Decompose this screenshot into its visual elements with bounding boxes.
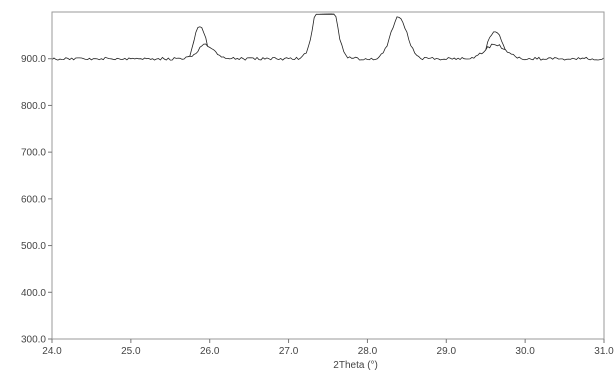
x-tick-label: 26.0 (200, 346, 220, 357)
x-tick-label: 24.0 (42, 346, 62, 357)
y-tick-label: 900.0 (21, 54, 46, 65)
trace-group (51, 13, 605, 340)
y-tick-label: 700.0 (21, 148, 46, 159)
y-axis: 300.0 400.0 500.0 600.0 700.0 800.0 900.0 (21, 54, 52, 346)
x-axis: 24.0 25.0 26.0 27.0 28.0 29.0 30.0 31.0 (42, 339, 614, 357)
y-tick-label: 500.0 (21, 241, 46, 252)
y-tick-label: 600.0 (21, 194, 46, 205)
x-tick-label: 25.0 (121, 346, 141, 357)
trace-occlusion (52, 14, 604, 340)
y-tick-label: 300.0 (21, 335, 46, 346)
trace-line (51, 13, 605, 61)
y-tick-label: 400.0 (21, 288, 46, 299)
plot-frame (51, 11, 605, 340)
x-tick-label: 27.0 (279, 346, 299, 357)
x-tick-label: 31.0 (594, 346, 614, 357)
x-tick-label: 28.0 (358, 346, 378, 357)
y-tick-label: 800.0 (21, 101, 46, 112)
x-axis-label: 2Theta (°) (333, 360, 378, 371)
x-tick-label: 29.0 (437, 346, 457, 357)
x-tick-label: 30.0 (515, 346, 535, 357)
